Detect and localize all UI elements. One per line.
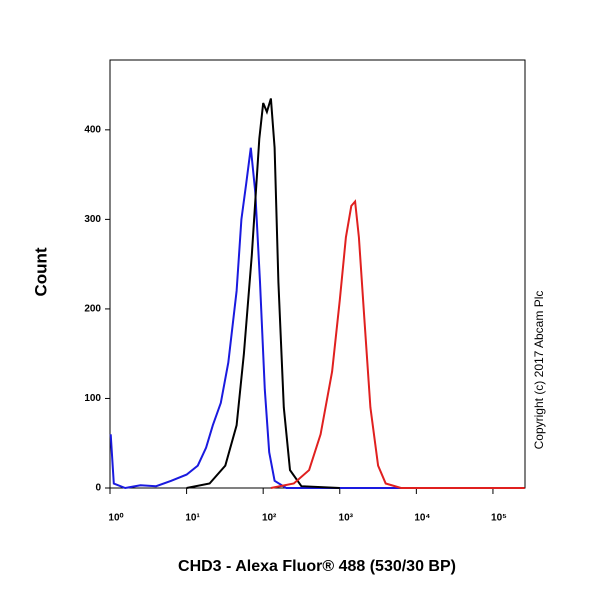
y-tick-label: 100 xyxy=(84,393,101,404)
x-tick-label: 10⁵ xyxy=(491,513,507,524)
x-tick-label: 10³ xyxy=(339,513,354,524)
histogram-line xyxy=(109,147,524,490)
x-axis-title: CHD3 - Alexa Fluor® 488 (530/30 BP) xyxy=(178,558,456,575)
copyright: Copyright (c) 2017 Abcam Plc xyxy=(532,291,546,450)
x-tick-label: 10⁰ xyxy=(108,513,123,524)
y-tick-label: 0 xyxy=(95,483,101,494)
x-tick-label: 10¹ xyxy=(185,513,200,524)
y-tick-label: 400 xyxy=(84,124,101,135)
x-tick-label: 10⁴ xyxy=(414,513,430,524)
y-tick-label: 300 xyxy=(84,214,101,225)
y-tick-label: 200 xyxy=(84,304,101,315)
histogram-line xyxy=(186,98,340,489)
y-axis-title: Count xyxy=(31,247,50,296)
x-tick-label: 10² xyxy=(262,513,277,524)
histogram-line xyxy=(270,199,525,489)
plot-frame xyxy=(109,59,526,489)
